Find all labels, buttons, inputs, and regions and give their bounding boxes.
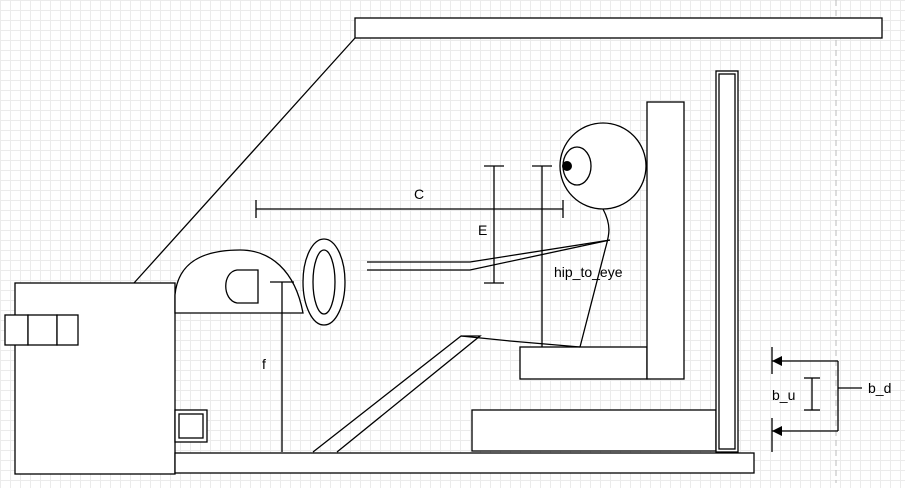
driver-pupil	[562, 161, 572, 171]
seat-cushion	[519, 346, 648, 380]
driver-arm-upper	[367, 239, 611, 263]
rear-wall-inner	[718, 73, 736, 450]
pedal-incline	[312, 335, 482, 453]
dashboard-block	[14, 282, 176, 475]
dashboard-switch-3	[56, 314, 79, 346]
label-b-d: b_d	[868, 380, 891, 396]
seat-backrest	[646, 101, 685, 380]
driver-arm-lower	[367, 239, 611, 271]
steering-wheel-inner	[312, 249, 336, 315]
b-d-lower-arrowhead	[772, 426, 782, 436]
label-c: C	[414, 186, 424, 202]
gauge-shape	[225, 269, 259, 304]
label-hip-to-eye: hip_to_eye	[554, 264, 623, 280]
driver-leg-upper	[460, 335, 581, 348]
dashboard-switch-2	[27, 314, 58, 346]
roof-panel	[354, 17, 883, 39]
pedal-box-inner	[178, 413, 204, 439]
b-d-upper-arrowhead	[772, 356, 782, 366]
dashboard-switch-1	[4, 314, 29, 346]
driver-body	[579, 208, 610, 348]
seat-base	[471, 409, 717, 452]
label-f: f	[262, 356, 266, 372]
windshield-line	[133, 37, 356, 284]
label-e: E	[478, 222, 487, 238]
label-b-u: b_u	[772, 387, 795, 403]
floor-panel	[174, 452, 755, 474]
